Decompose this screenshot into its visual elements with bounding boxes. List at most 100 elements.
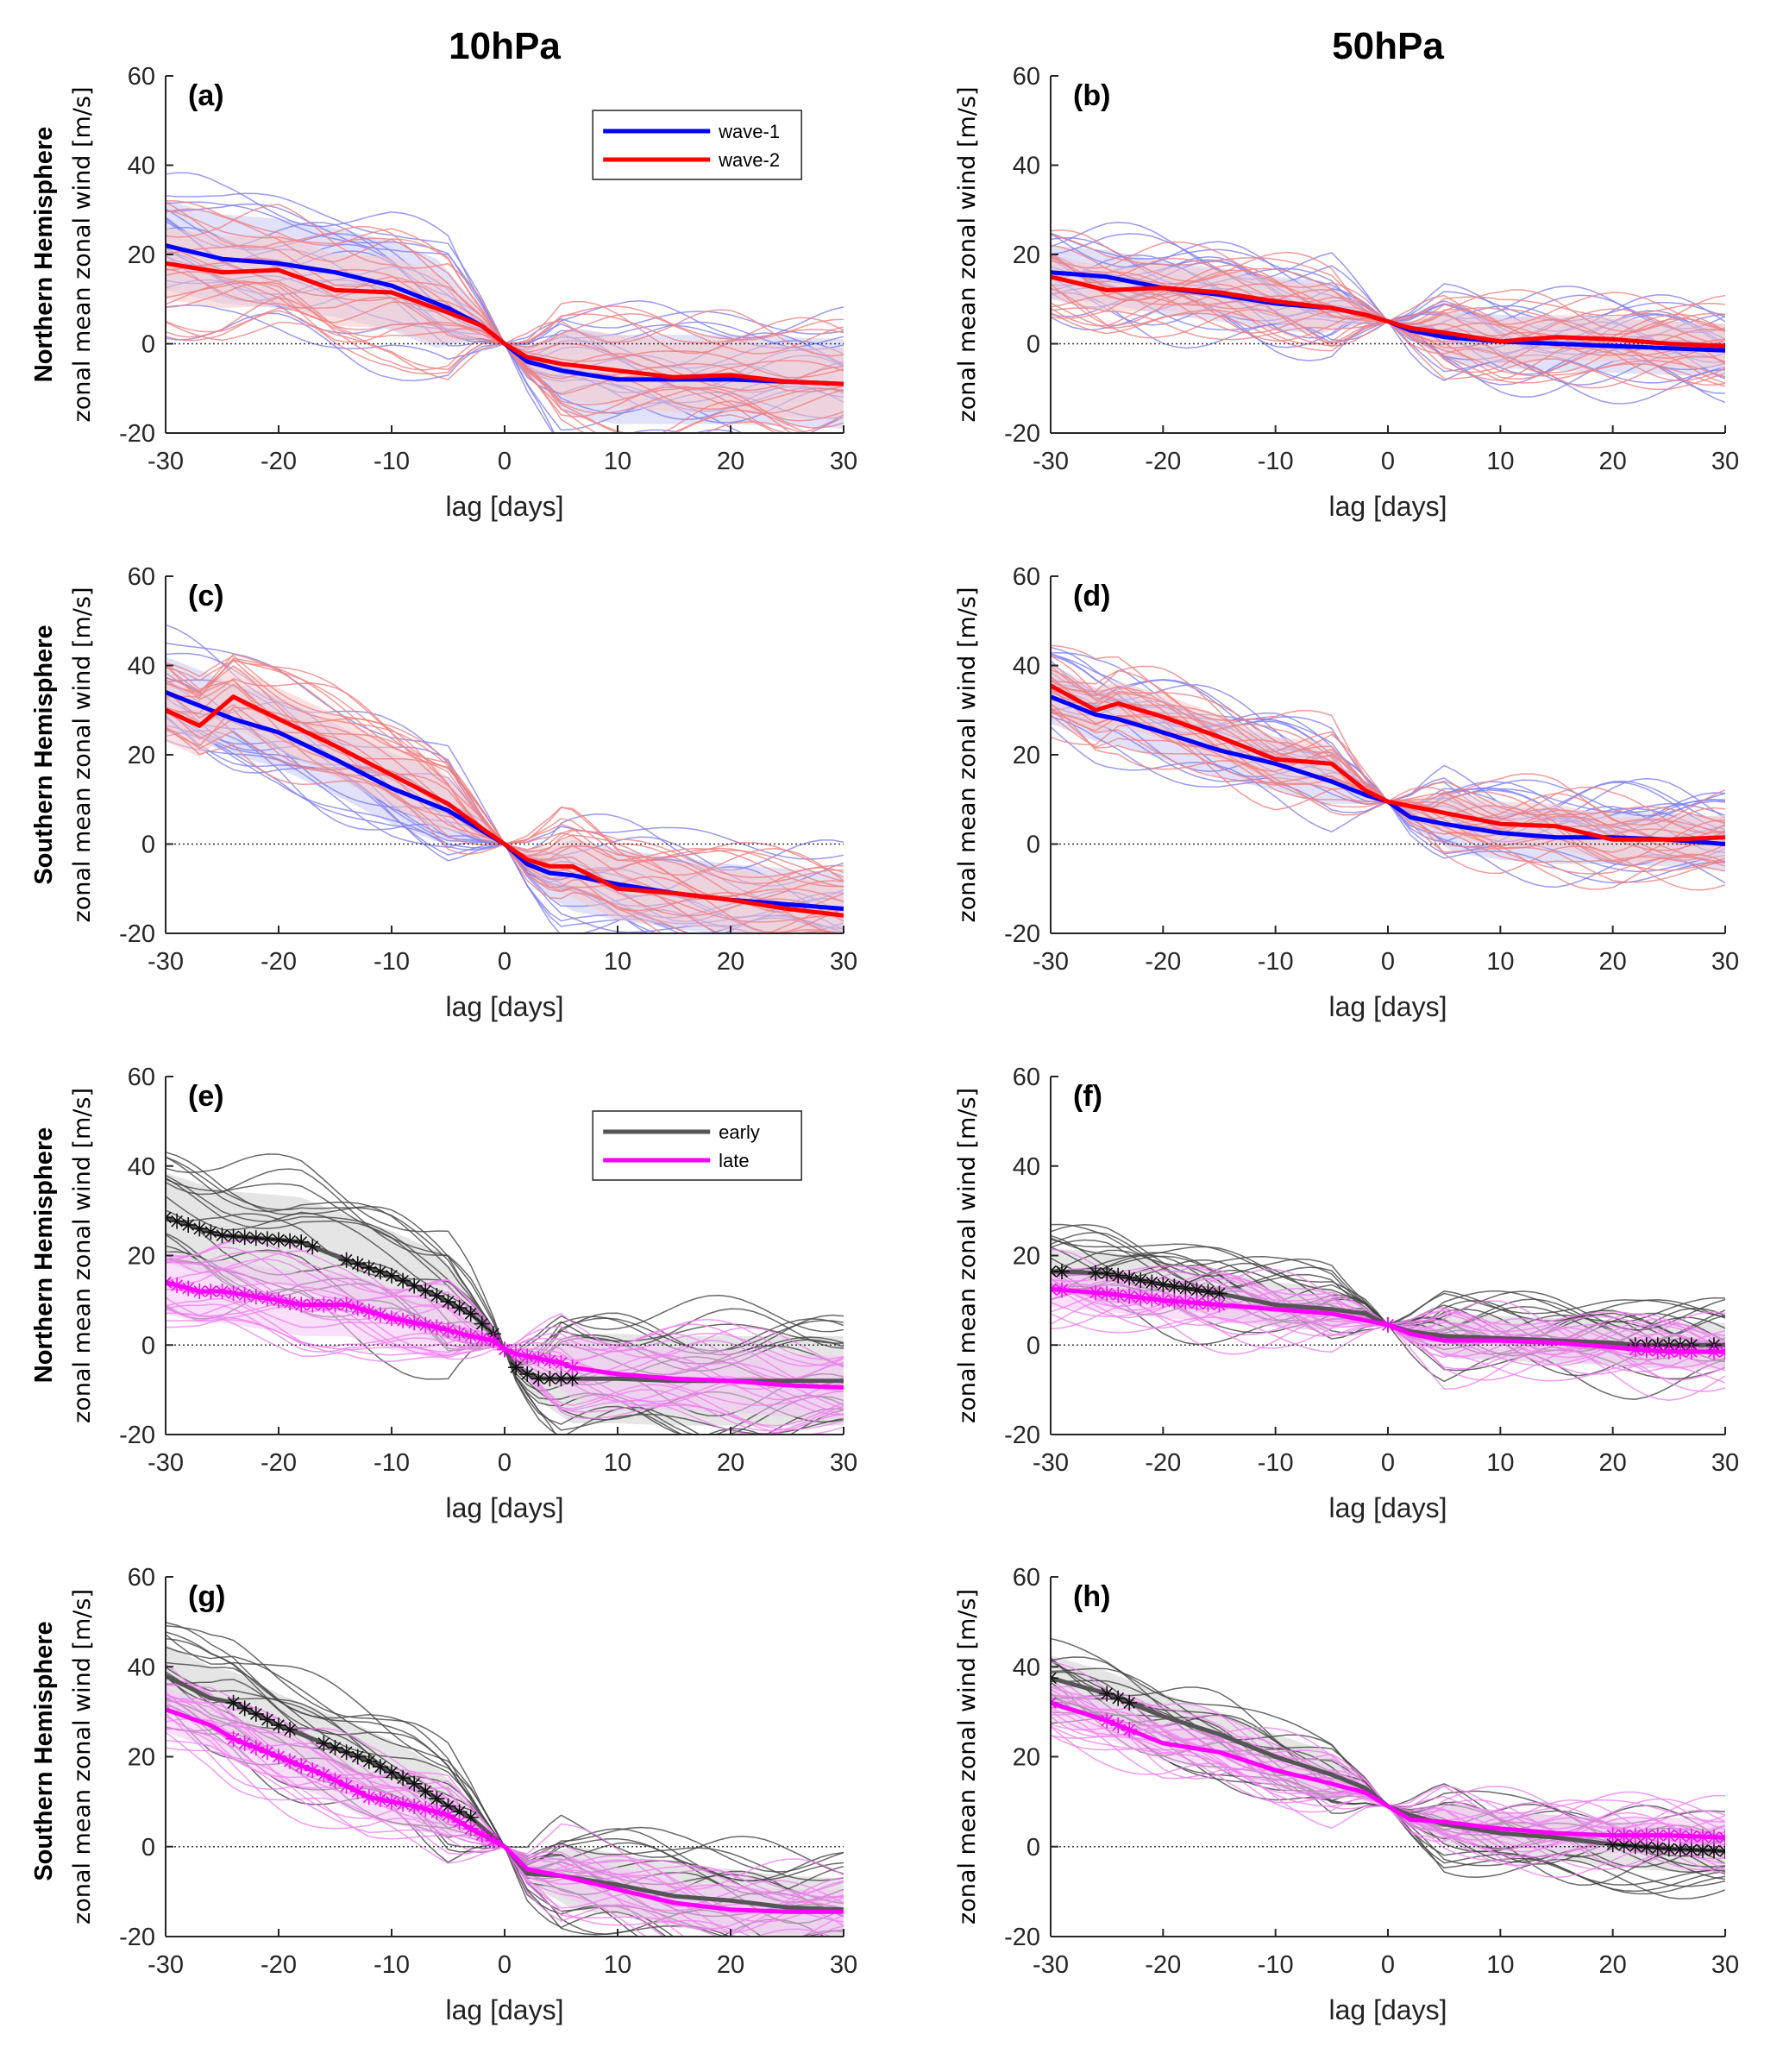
x-tick-label: 10 — [604, 448, 631, 475]
significance-marker-early — [248, 1230, 264, 1246]
significance-marker-late — [1155, 1292, 1171, 1309]
y-axis-label: zonal mean zonal wind [m/s] — [954, 1589, 981, 1924]
significance-marker-late — [349, 1783, 366, 1799]
significance-marker-early — [214, 1228, 230, 1244]
y-tick-label: 60 — [128, 63, 155, 91]
significance-marker-late — [384, 1793, 399, 1810]
significance-marker-early — [429, 1791, 445, 1807]
significance-marker-late — [372, 1792, 388, 1808]
significance-marker-early — [236, 1229, 253, 1246]
panel-label: (h) — [1073, 1580, 1110, 1613]
significance-marker-late — [1054, 1282, 1070, 1298]
panel-label: (d) — [1073, 580, 1110, 612]
y-tick-label: 0 — [1026, 331, 1040, 359]
significance-marker-late — [1211, 1297, 1227, 1313]
significance-marker-late — [1166, 1293, 1183, 1309]
significance-marker-early — [248, 1705, 264, 1722]
plot-area — [1051, 1223, 1725, 1402]
x-axis-label: lag [days] — [446, 1492, 564, 1523]
y-tick-label: -20 — [119, 1924, 155, 1951]
significance-marker-late — [440, 1807, 456, 1824]
significance-marker-early — [440, 1798, 456, 1814]
x-tick-label: 20 — [1599, 1951, 1627, 1979]
x-tick-label: 20 — [717, 448, 744, 475]
spread-band-wave-2 — [1051, 254, 1725, 368]
x-tick-label: 30 — [1711, 1951, 1739, 1979]
significance-marker-early — [304, 1239, 321, 1255]
x-tick-label: 30 — [830, 1951, 857, 1979]
significance-marker-late — [406, 1315, 423, 1331]
significance-marker-early — [1110, 1267, 1127, 1284]
y-tick-label: 40 — [1013, 653, 1040, 681]
significance-marker-late — [1616, 1827, 1632, 1843]
significance-marker-early — [1166, 1278, 1183, 1295]
significance-marker-late — [1110, 1717, 1127, 1734]
y-tick-label: -20 — [119, 920, 155, 948]
panel-label: (g) — [188, 1580, 225, 1613]
y-tick-label: 40 — [1013, 1654, 1040, 1681]
significance-marker-early — [1211, 1285, 1227, 1302]
series-line-wave-2 — [166, 261, 844, 386]
y-tick-label: 60 — [1013, 1064, 1040, 1091]
panel-label: (a) — [188, 79, 224, 112]
x-tick-label: -20 — [1145, 1449, 1181, 1477]
significance-marker-late — [203, 1284, 219, 1299]
panel-label: (b) — [1073, 79, 1110, 112]
x-tick-label: -20 — [261, 948, 297, 976]
significance-marker-late — [236, 1287, 253, 1303]
row-label-4: Southern Hemisphere — [30, 1621, 58, 1880]
x-tick-label: 0 — [498, 1449, 512, 1477]
legend: early late — [592, 1110, 802, 1181]
y-tick-label: 0 — [141, 1834, 155, 1862]
series-line-wave-2 — [1051, 274, 1725, 348]
x-tick-label: -20 — [1145, 448, 1181, 475]
significance-marker-late — [191, 1284, 208, 1299]
significance-marker-early — [293, 1234, 310, 1250]
significance-marker-early — [1121, 1694, 1138, 1711]
y-tick-label: 40 — [128, 653, 155, 681]
significance-marker-early — [417, 1783, 434, 1799]
significance-marker-early — [406, 1775, 423, 1792]
x-tick-label: 0 — [1381, 448, 1395, 475]
significance-marker-late — [553, 1355, 569, 1371]
plot-area — [1051, 222, 1725, 405]
significance-marker-late — [259, 1744, 275, 1761]
significance-marker-early — [1121, 1270, 1138, 1286]
x-tick-label: -20 — [1145, 948, 1181, 976]
y-tick-label: -20 — [1004, 1924, 1040, 1951]
y-axis-label: zonal mean zonal wind [m/s] — [69, 87, 96, 423]
significance-marker-late — [304, 1762, 321, 1779]
x-tick-label: -10 — [1258, 1449, 1294, 1477]
x-tick-label: 10 — [604, 1951, 631, 1979]
significance-marker-early — [384, 1764, 399, 1780]
y-tick-label: 40 — [128, 1153, 155, 1181]
significance-marker-late — [1099, 1712, 1115, 1729]
significance-marker-late — [236, 1735, 253, 1751]
x-tick-label: 20 — [717, 1951, 744, 1979]
significance-marker-late — [1200, 1296, 1216, 1312]
x-tick-label: -20 — [261, 1951, 297, 1979]
x-tick-label: 0 — [498, 1951, 512, 1979]
significance-marker-late — [485, 1333, 501, 1349]
y-tick-label: 40 — [1013, 153, 1040, 180]
significance-marker-late — [474, 1330, 490, 1347]
x-tick-label: 30 — [1711, 448, 1739, 475]
significance-marker-early — [259, 1711, 275, 1728]
legend-box — [592, 1110, 802, 1181]
x-tick-label: -30 — [148, 948, 184, 976]
significance-marker-early — [271, 1232, 286, 1248]
significance-marker-early — [236, 1700, 253, 1717]
plot-area — [166, 1622, 844, 1937]
spread-band-late — [166, 1251, 844, 1419]
x-axis-label: lag [days] — [446, 1994, 564, 2025]
significance-marker-late — [1177, 1294, 1194, 1310]
panel-label: (e) — [188, 1080, 224, 1113]
significance-marker-late — [519, 1348, 536, 1365]
x-tick-label: 20 — [717, 948, 744, 976]
x-tick-label: 30 — [830, 448, 857, 475]
panel-label: (c) — [188, 580, 224, 612]
significance-marker-late — [462, 1328, 479, 1344]
significance-marker-early — [1683, 1842, 1699, 1858]
